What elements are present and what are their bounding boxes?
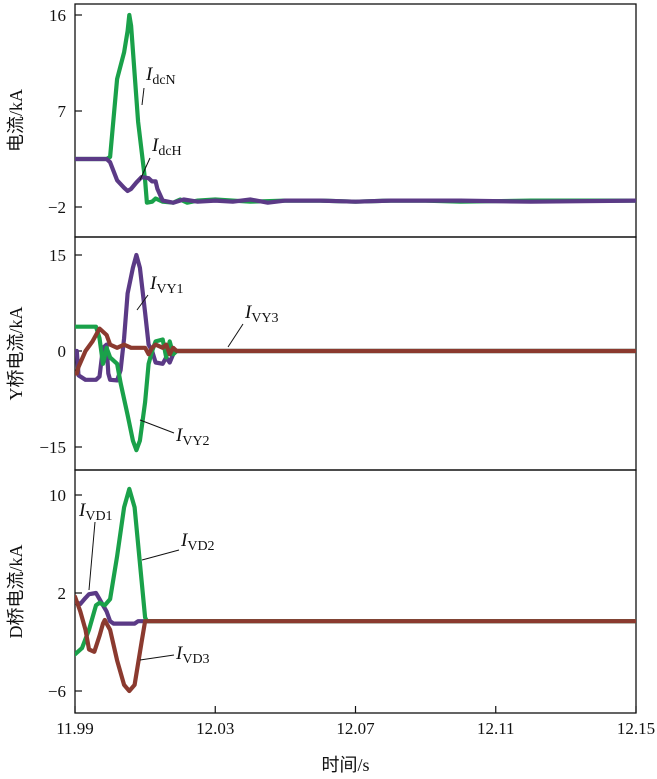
chart-panel-3: 10 2 −6 D桥电流/kA IVD1 IVD2 IVD3 11.99 12.03 12.07 1… bbox=[6, 469, 655, 775]
y-tick-label: −15 bbox=[39, 438, 66, 457]
annotation-leader bbox=[139, 157, 151, 181]
series-line-IVD3 bbox=[75, 594, 636, 694]
annotation-leader bbox=[139, 419, 175, 434]
y-tick-label: 15 bbox=[49, 246, 66, 265]
annotation-IVD1: IVD1 bbox=[78, 500, 113, 524]
annotation-IVD2: IVD2 bbox=[180, 530, 215, 554]
annotation-leader bbox=[227, 323, 244, 348]
y-tick-label: 2 bbox=[58, 584, 67, 603]
annotation-leader bbox=[141, 87, 145, 106]
series-line-IVD2 bbox=[75, 486, 636, 657]
annotation-leader bbox=[136, 294, 149, 311]
annotation-leader bbox=[88, 521, 96, 591]
plot-frame bbox=[74, 469, 637, 714]
y-tick-label: −2 bbox=[48, 198, 66, 217]
chart-panel-1: 16 7 −2 电流/kA IdcN IdcH bbox=[6, 3, 637, 238]
annotation-IVY3: IVY3 bbox=[244, 302, 279, 326]
series-line-IVY3 bbox=[75, 326, 636, 376]
annotation-IdcN: IdcN bbox=[145, 64, 176, 88]
annotation-IVY2: IVY2 bbox=[175, 425, 210, 449]
x-axis-label: 时间/s bbox=[321, 755, 369, 775]
y-tick-label: 7 bbox=[58, 102, 67, 121]
series-line-IdcN bbox=[75, 12, 636, 205]
x-tick-label: 12.11 bbox=[477, 719, 515, 738]
y-tick-label: 0 bbox=[58, 342, 67, 361]
annotation-IdcH: IdcH bbox=[151, 135, 182, 159]
annotation-IVY1: IVY1 bbox=[149, 273, 184, 297]
x-tick-label: 12.15 bbox=[617, 719, 655, 738]
x-tick-label: 11.99 bbox=[56, 719, 94, 738]
y-axis-label: Y桥电流/kA bbox=[6, 307, 26, 401]
y-axis-label: 电流/kA bbox=[6, 89, 26, 152]
y-tick-label: 16 bbox=[49, 6, 66, 25]
y-tick-label: −6 bbox=[48, 682, 66, 701]
series-line-IVD1 bbox=[75, 590, 636, 626]
y-tick-label: 10 bbox=[49, 486, 66, 505]
annotation-IVD3: IVD3 bbox=[175, 643, 210, 667]
annotation-leader bbox=[141, 549, 180, 561]
annotation-leader bbox=[139, 654, 175, 661]
y-axis-label: D桥电流/kA bbox=[6, 545, 26, 639]
series-line-IdcH bbox=[75, 156, 636, 205]
x-tick-label: 12.03 bbox=[196, 719, 234, 738]
plot-frame bbox=[74, 236, 637, 471]
chart-panel-2: 15 0 −15 Y桥电流/kA IVY1 IVY3 IVY2 bbox=[6, 236, 637, 471]
series-line-IVY1 bbox=[75, 252, 636, 383]
x-tick-label: 12.07 bbox=[336, 719, 375, 738]
